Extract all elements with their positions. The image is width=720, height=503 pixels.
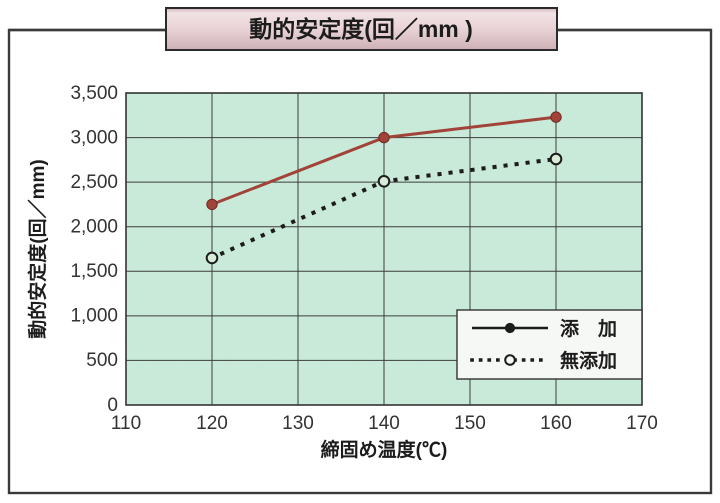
svg-text:添 加: 添 加 [560, 317, 617, 340]
svg-text:500: 500 [86, 350, 118, 371]
svg-text:150: 150 [454, 413, 486, 434]
svg-text:2,000: 2,000 [70, 217, 118, 238]
svg-text:1,500: 1,500 [70, 261, 118, 282]
svg-text:140: 140 [368, 413, 400, 434]
svg-text:3,000: 3,000 [70, 128, 118, 149]
svg-text:3,500: 3,500 [70, 83, 118, 104]
svg-text:無添加: 無添加 [560, 349, 617, 372]
svg-text:170: 170 [626, 413, 658, 434]
svg-text:1,000: 1,000 [70, 306, 118, 327]
svg-text:160: 160 [540, 413, 572, 434]
svg-text:動的安定度(回／mm): 動的安定度(回／mm) [26, 159, 49, 338]
svg-text:締固め温度(℃): 締固め温度(℃) [321, 438, 448, 461]
svg-text:110: 110 [111, 413, 141, 434]
svg-text:2,500: 2,500 [70, 172, 118, 193]
svg-text:120: 120 [196, 413, 228, 434]
svg-text:動的安定度(回／mm ): 動的安定度(回／mm ) [249, 16, 473, 42]
svg-text:130: 130 [282, 413, 314, 434]
